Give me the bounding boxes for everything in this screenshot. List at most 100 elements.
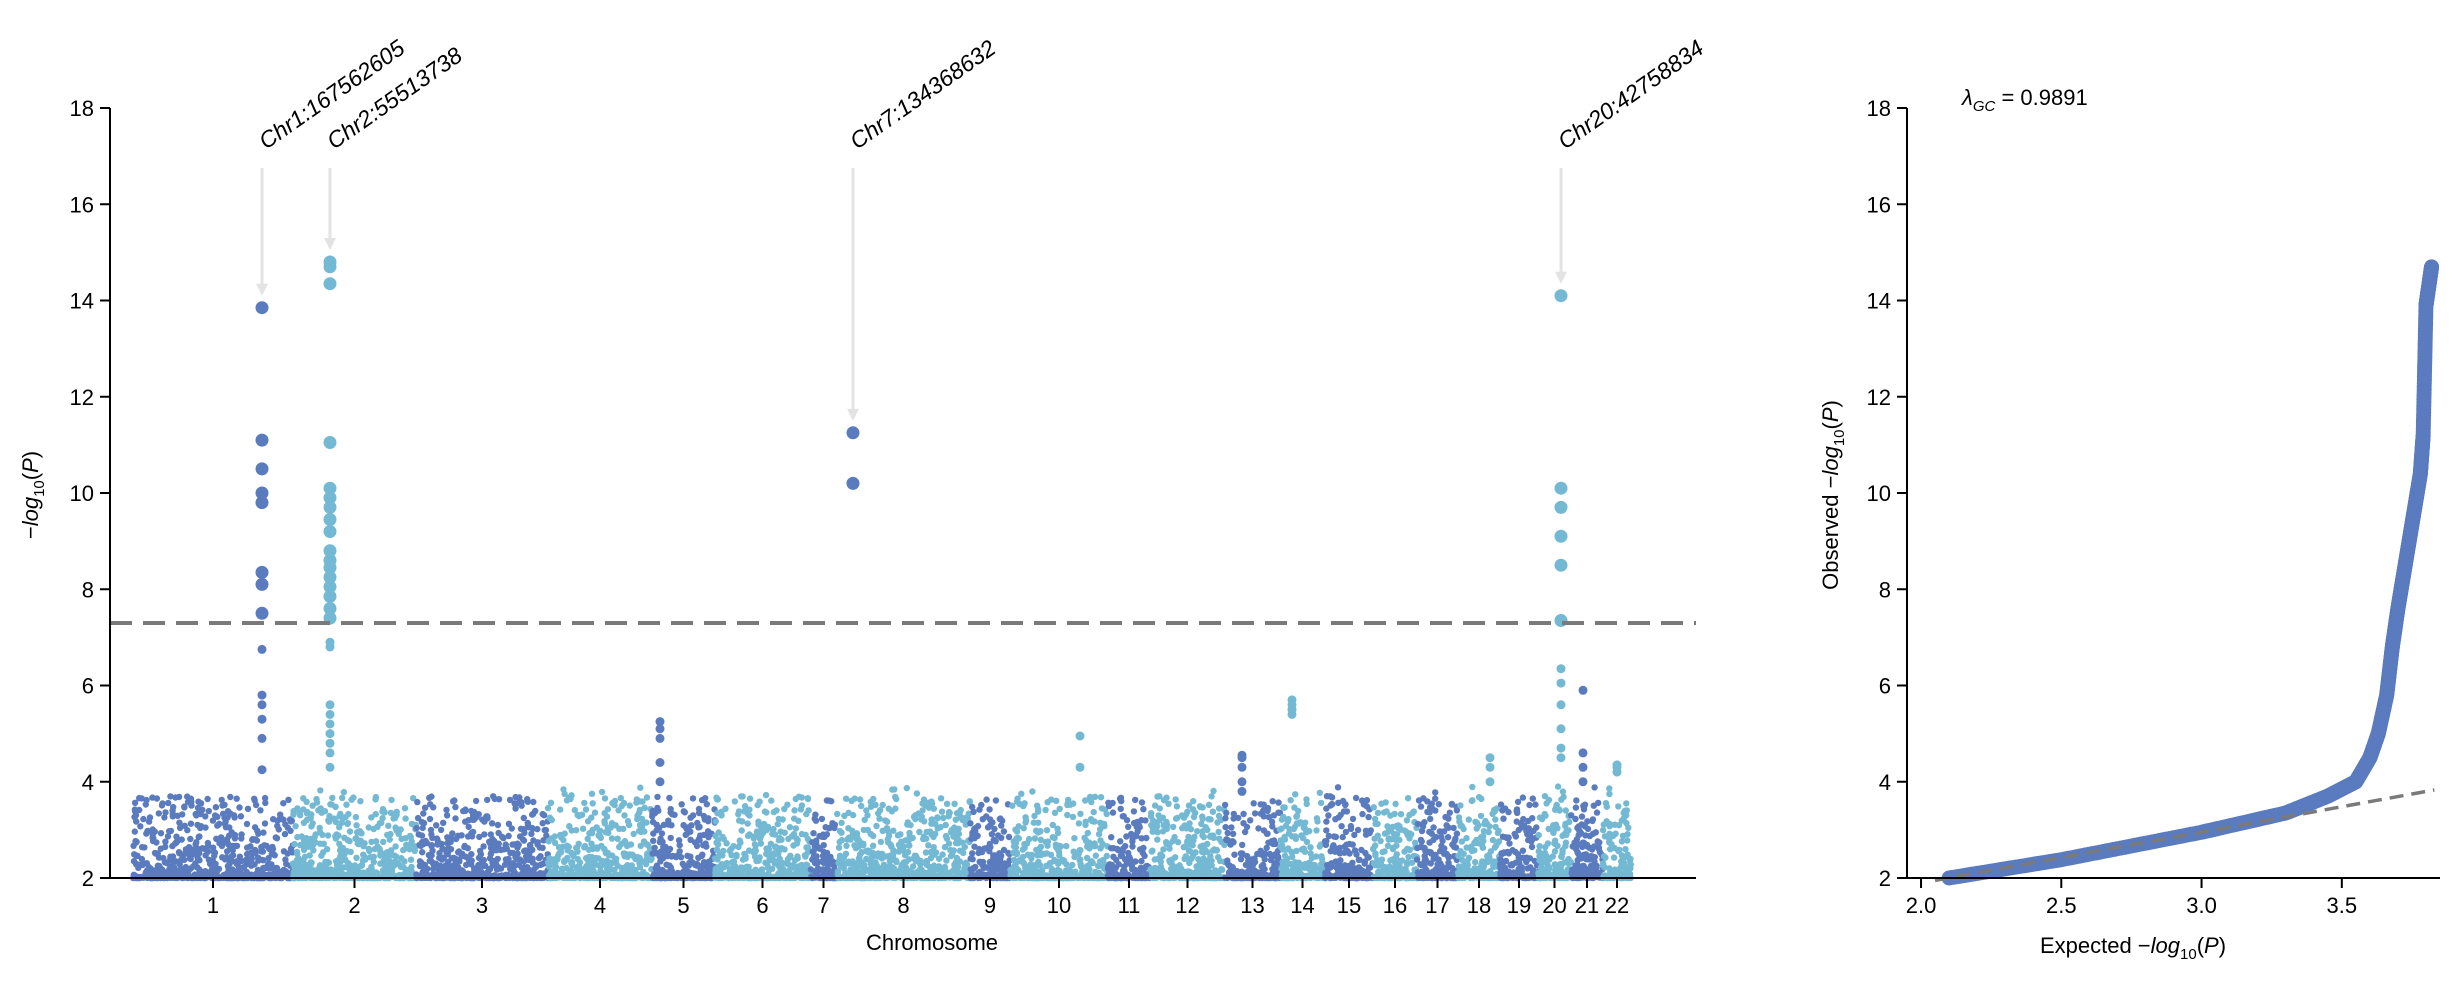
snp-point: [530, 837, 537, 844]
snp-point: [378, 819, 385, 827]
snp-point: [637, 784, 644, 791]
snp-point: [138, 795, 145, 802]
snp-point: [811, 843, 819, 850]
snp-point: [875, 810, 882, 817]
snp-point: [1051, 834, 1058, 842]
snp-point: [393, 827, 400, 834]
snp-point: [1257, 810, 1265, 817]
snp-point: [384, 853, 392, 860]
snp-point: [1100, 856, 1107, 864]
snp-point: [615, 807, 622, 814]
snp-point: [540, 812, 548, 819]
snp-point: [809, 856, 816, 863]
snp-point: [162, 809, 169, 816]
snp-point: [497, 846, 505, 854]
snp-point: [290, 871, 297, 879]
snp-point: [825, 797, 833, 804]
snp-point: [463, 861, 470, 869]
snp-point: [584, 835, 591, 842]
snp-point: [1307, 850, 1314, 857]
snp-point: [1174, 863, 1181, 871]
snp-point: [300, 856, 307, 864]
snp-point: [919, 807, 926, 814]
snp-point: [209, 857, 216, 864]
snp-point: [792, 869, 800, 876]
snp-point: [1162, 870, 1169, 877]
snp-point: [731, 798, 738, 805]
snp-point: [407, 870, 414, 877]
snp-point: [1064, 811, 1071, 819]
snp-point: [339, 794, 346, 801]
snp-point: [744, 820, 751, 827]
snp-point: [257, 807, 264, 814]
snp-point: [214, 813, 221, 820]
snp-point: [651, 844, 658, 851]
snp-point: [353, 854, 360, 861]
snp-point: [1172, 815, 1180, 822]
snp-point: [520, 814, 527, 822]
snp-point: [391, 814, 398, 821]
snp-point: [1082, 797, 1089, 804]
snp-point: [755, 821, 762, 828]
snp-point: [132, 808, 139, 815]
snp-point: [236, 804, 243, 811]
snp-point: [188, 873, 195, 881]
snp-point: [1303, 800, 1310, 808]
snp-point: [634, 853, 641, 861]
snp-point: [415, 831, 422, 838]
snp-point: [231, 831, 239, 839]
snp-point: [219, 802, 226, 809]
snp-point: [393, 853, 400, 861]
snp-point: [761, 808, 769, 815]
snp-point: [167, 855, 174, 862]
snp-point: [1158, 852, 1166, 860]
snp-point: [878, 855, 886, 862]
snp-point: [1194, 828, 1201, 835]
snp-point: [641, 804, 648, 811]
snp-point: [290, 861, 297, 869]
snp-point: [252, 801, 260, 809]
snp-point: [638, 815, 646, 823]
snp-point: [352, 813, 360, 821]
snp-point: [1125, 854, 1132, 861]
snp-point: [265, 860, 272, 867]
snp-point: [601, 845, 608, 853]
snp-point: [870, 832, 877, 840]
snp-point: [535, 854, 543, 862]
snp-point: [196, 866, 203, 873]
snp-point: [697, 867, 705, 874]
snp-point: [445, 863, 452, 870]
snp-point: [1215, 854, 1222, 861]
snp-point: [397, 863, 405, 870]
snp-point: [574, 848, 581, 855]
snp-point: [387, 809, 395, 817]
snp-point: [674, 852, 681, 859]
snp-point: [406, 832, 414, 840]
snp-point: [1086, 845, 1093, 852]
snp-point: [408, 843, 416, 850]
snp-point: [1215, 812, 1223, 820]
snp-point: [228, 866, 236, 874]
snp-point: [571, 806, 578, 814]
snp-point: [704, 828, 712, 835]
snp-point: [419, 824, 426, 832]
snp-point: [145, 863, 153, 871]
snp-point: [581, 842, 589, 850]
snp-point: [650, 837, 657, 844]
snp-point: [262, 799, 269, 807]
snp-point: [503, 856, 510, 863]
snp-point: [137, 823, 144, 830]
snp-point: [452, 803, 459, 811]
snp-point: [927, 855, 935, 862]
snp-point: [758, 869, 766, 876]
snp-point: [943, 800, 951, 807]
snp-point: [277, 815, 284, 823]
snp-point: [1012, 844, 1019, 851]
snp-point: [889, 856, 896, 863]
snp-point: [260, 864, 267, 872]
snp-point: [353, 822, 360, 829]
snp-point: [422, 837, 429, 845]
snp-point: [564, 854, 571, 862]
snp-point: [1240, 810, 1247, 818]
snp-point: [934, 815, 941, 822]
